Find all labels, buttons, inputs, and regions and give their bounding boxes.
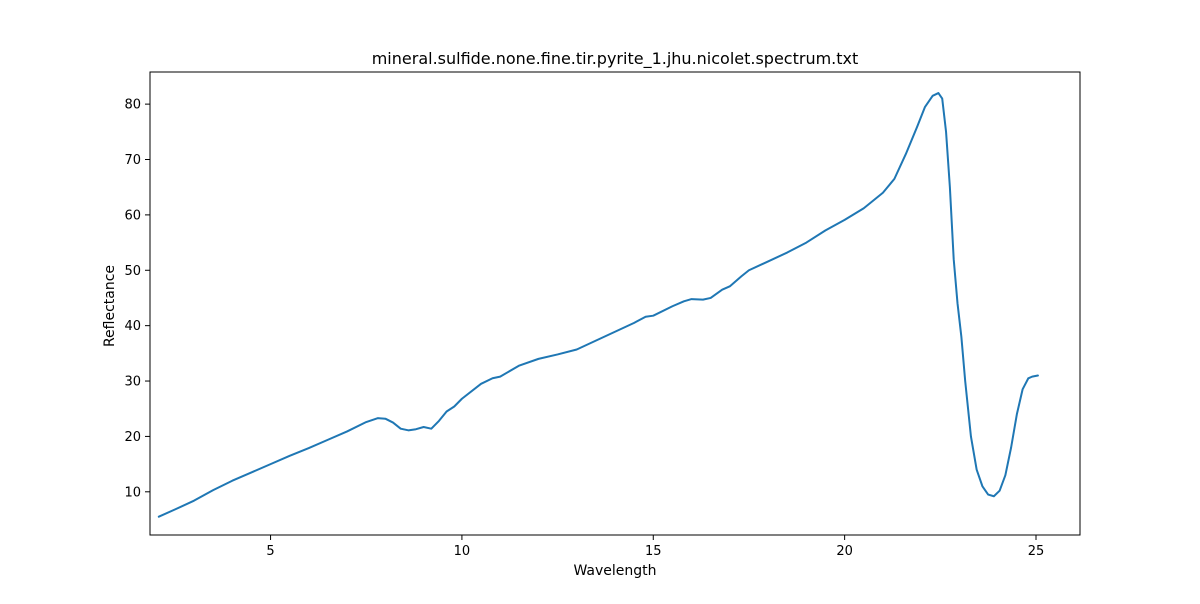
axes-frame — [149, 71, 1081, 536]
y-tick-label: 70 — [124, 153, 141, 168]
chart-title: mineral.sulfide.none.fine.tir.pyrite_1.j… — [372, 49, 859, 69]
y-tick-label: 30 — [124, 375, 141, 390]
x-tick-label: 5 — [266, 544, 274, 559]
x-tick-label: 10 — [454, 544, 471, 559]
y-tick-label: 10 — [124, 485, 141, 500]
spectrum-line — [157, 92, 1039, 518]
x-tick-label: 15 — [645, 544, 662, 559]
y-tick-label: 60 — [124, 208, 141, 223]
y-tick-label: 20 — [124, 430, 141, 445]
x-tick-label: 20 — [836, 544, 853, 559]
y-axis-label: Reflectance — [102, 265, 118, 347]
y-tick-label: 50 — [124, 264, 141, 279]
y-tick-label: 40 — [124, 319, 141, 334]
plot-area: 5 10 15 20 25 10 20 30 40 50 60 70 80 — [124, 71, 1081, 559]
x-tick-label: 25 — [1028, 544, 1045, 559]
x-axis-label: Wavelength — [573, 563, 656, 579]
y-tick-label: 80 — [124, 98, 141, 113]
